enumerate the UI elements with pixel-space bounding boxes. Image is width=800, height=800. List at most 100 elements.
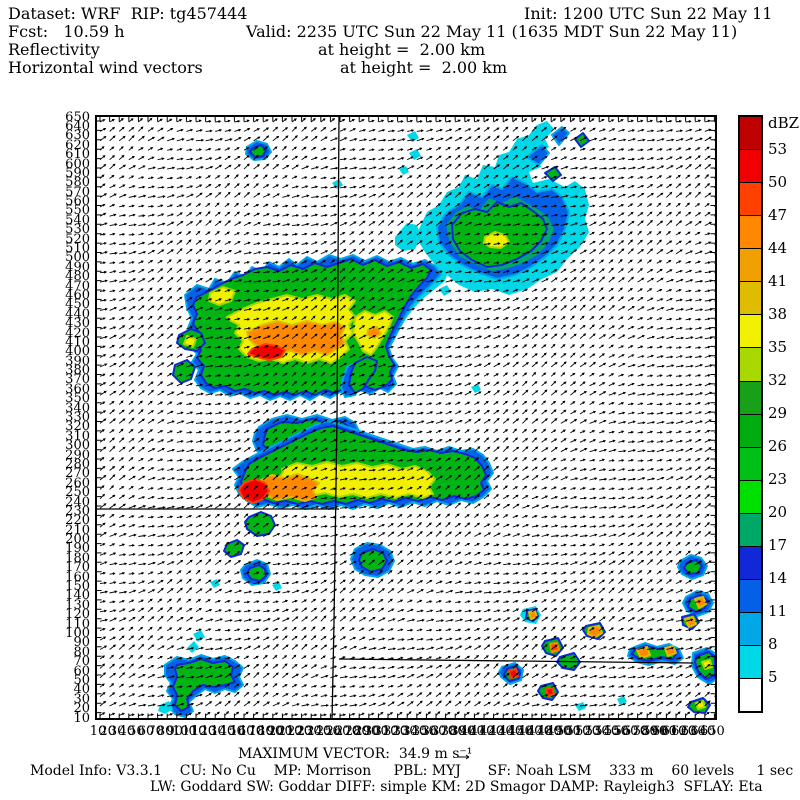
- colorbar-tick-label: 11: [768, 602, 788, 620]
- colorbar-cell: [740, 248, 761, 282]
- x-tick-label: 390: [450, 724, 476, 739]
- max-vector-label: MAXIMUM VECTOR: 34.9 m s⁻¹: [238, 746, 473, 762]
- y-tick-label: 90: [73, 635, 90, 651]
- y-tick-label: 420: [65, 325, 90, 341]
- x-tick-label: 150: [219, 724, 245, 739]
- colorbar-tick-label: 8: [768, 635, 778, 653]
- y-tick-label: 40: [73, 682, 90, 698]
- y-tick-label: 440: [65, 306, 90, 322]
- radar-echo: [587, 625, 603, 638]
- max-vector-arrow-icon: [457, 754, 470, 760]
- x-tick-label: 290: [354, 724, 380, 739]
- x-tick-label: 60: [137, 724, 155, 739]
- x-tick-label: 190: [258, 724, 284, 739]
- y-tick-label: 120: [65, 607, 90, 623]
- y-tick-label: 360: [65, 381, 90, 397]
- x-tick-label: 50: [128, 724, 145, 739]
- y-tick-label: 80: [73, 644, 90, 660]
- radar-echo: [526, 144, 550, 166]
- y-tick-label: 50: [73, 672, 90, 688]
- y-tick-label: 70: [73, 654, 90, 670]
- colorbar-cell: [740, 215, 761, 249]
- x-tick-label: 310: [373, 724, 399, 739]
- y-tick-label: 20: [73, 701, 90, 717]
- x-tick-label: 300: [363, 724, 389, 739]
- y-tick-label: 320: [65, 419, 90, 435]
- radar-echo: [399, 166, 409, 175]
- y-tick-label: 300: [65, 438, 90, 454]
- y-tick-label: 160: [65, 569, 90, 585]
- x-tick-label: 620: [671, 724, 697, 739]
- y-tick-label: 610: [65, 147, 90, 163]
- x-tick-label: 490: [546, 724, 572, 739]
- boundary-line: [331, 117, 340, 718]
- x-tick-label: 360: [421, 724, 447, 739]
- colorbar: [738, 115, 763, 713]
- colorbar-tick-label: 38: [768, 305, 788, 323]
- y-tick-label: 270: [65, 466, 90, 482]
- header-dataset: Dataset: WRF RIP: tg457444: [8, 4, 248, 23]
- y-tick-label: 190: [65, 541, 90, 557]
- y-tick-label: 240: [65, 494, 90, 510]
- model-info-line2: LW: Goddard SW: Goddar DIFF: simple KM: …: [150, 779, 763, 795]
- y-tick-label: 650: [65, 109, 90, 125]
- x-tick-label: 470: [527, 724, 553, 739]
- radar-echo: [172, 658, 236, 712]
- y-tick-label: 30: [73, 691, 90, 707]
- y-tick-label: 210: [65, 522, 90, 538]
- colorbar-tick-label: 50: [768, 173, 788, 191]
- colorbar-tick-label: 23: [768, 470, 788, 488]
- y-tick-label: 370: [65, 372, 90, 388]
- x-tick-label: 280: [344, 724, 370, 739]
- colorbar-cell: [740, 578, 761, 612]
- header-field1-level: at height = 2.00 km: [318, 40, 486, 59]
- x-tick-label: 640: [690, 724, 716, 739]
- y-tick-label: 220: [65, 513, 90, 529]
- y-tick-label: 200: [65, 532, 90, 548]
- y-tick-label: 350: [65, 391, 90, 407]
- y-tick-label: 280: [65, 456, 90, 472]
- y-tick-label: 340: [65, 400, 90, 416]
- x-tick-label: 600: [651, 724, 677, 739]
- colorbar-tick-label: 20: [768, 503, 788, 521]
- x-tick-label: 80: [156, 724, 174, 739]
- y-tick-label: 260: [65, 475, 90, 491]
- axis-ticks: [97, 117, 715, 718]
- colorbar-cell: [740, 645, 761, 679]
- x-tick-label: 650: [699, 724, 725, 739]
- x-tick-label: 580: [632, 724, 658, 739]
- x-tick-label: 480: [536, 724, 562, 739]
- x-tick-label: 430: [488, 724, 514, 739]
- y-tick-label: 460: [65, 287, 90, 303]
- x-tick-label: 450: [507, 724, 533, 739]
- x-tick-label: 380: [440, 724, 466, 739]
- colorbar-tick-label: 29: [768, 404, 788, 422]
- radar-echo: [694, 596, 707, 609]
- radar-echo: [272, 582, 282, 591]
- x-tick-label: 100: [171, 724, 197, 739]
- y-tick-label: 250: [65, 485, 90, 501]
- x-tick-label: 20: [99, 724, 116, 739]
- radar-echo: [471, 384, 481, 393]
- colorbar-tick-label: 35: [768, 338, 788, 356]
- colorbar-cell: [740, 380, 761, 414]
- y-tick-label: 510: [65, 241, 90, 256]
- y-tick-label: 140: [65, 588, 90, 604]
- radar-echo: [249, 144, 267, 158]
- x-tick-label: 440: [498, 724, 524, 739]
- colorbar-tick-label: 41: [768, 272, 788, 290]
- model-info-line1: Model Info: V3.3.1 CU: No Cu MP: Morriso…: [30, 763, 794, 779]
- colorbar-tick-label: 17: [768, 536, 788, 554]
- colorbar-cell: [740, 281, 761, 315]
- colorbar-cell: [740, 611, 761, 645]
- radar-echo: [210, 579, 220, 588]
- x-tick-label: 570: [623, 724, 649, 739]
- x-tick-label: 130: [200, 724, 226, 739]
- header-forecast-hour: Fcst: 10.59 h: [8, 22, 125, 41]
- y-tick-label: 590: [65, 165, 90, 181]
- colorbar-cell: [740, 512, 761, 546]
- radar-echo: [193, 630, 205, 642]
- x-tick-label: 610: [661, 724, 687, 739]
- y-tick-label: 430: [65, 316, 90, 332]
